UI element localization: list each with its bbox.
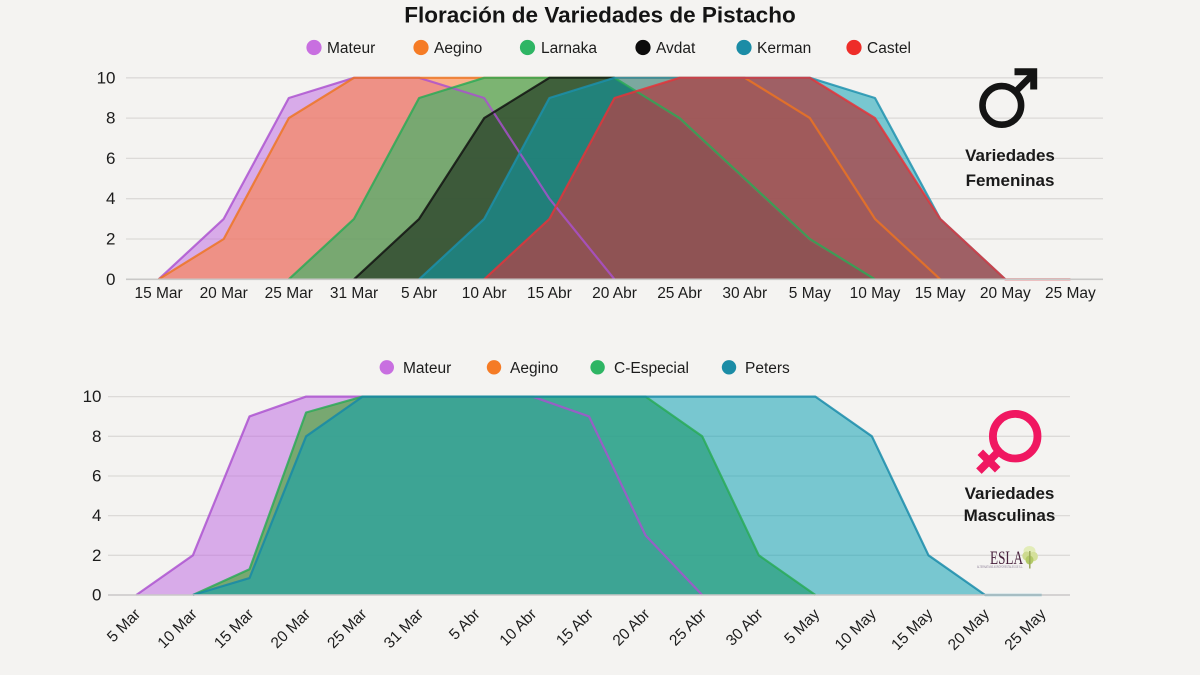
svg-text:0: 0 (92, 586, 101, 605)
svg-text:Masculinas: Masculinas (964, 506, 1056, 525)
svg-text:20 May: 20 May (980, 285, 1031, 302)
svg-text:Aegino: Aegino (434, 40, 482, 57)
svg-text:Mateur: Mateur (403, 360, 451, 377)
svg-text:10: 10 (97, 68, 116, 87)
svg-text:ALTERNATIVAS AGROFORESTALES DE: ALTERNATIVAS AGROFORESTALES DE S.L. (977, 565, 1023, 569)
svg-text:10 May: 10 May (850, 285, 901, 302)
svg-text:25 May: 25 May (1045, 285, 1096, 302)
svg-text:10: 10 (83, 387, 102, 406)
svg-text:6: 6 (92, 467, 101, 486)
svg-text:6: 6 (106, 149, 115, 168)
svg-text:4: 4 (92, 506, 101, 525)
svg-text:Kerman: Kerman (757, 40, 811, 57)
svg-text:Variedades: Variedades (965, 146, 1055, 165)
svg-text:20 Mar: 20 Mar (200, 285, 248, 302)
svg-text:Mateur: Mateur (327, 40, 375, 57)
svg-text:8: 8 (106, 109, 115, 128)
svg-text:Castel: Castel (867, 40, 911, 57)
svg-text:Floración de Variedades de Pis: Floración de Variedades de Pistacho (404, 3, 795, 28)
svg-text:Variedades: Variedades (965, 484, 1055, 503)
svg-text:15 Abr: 15 Abr (527, 285, 572, 302)
svg-text:0: 0 (106, 270, 115, 289)
svg-text:5 Abr: 5 Abr (401, 285, 437, 302)
svg-text:5 May: 5 May (789, 285, 831, 302)
svg-text:20 Abr: 20 Abr (592, 285, 637, 302)
svg-text:Larnaka: Larnaka (541, 40, 597, 57)
svg-text:Aegino: Aegino (510, 360, 558, 377)
svg-text:25 Abr: 25 Abr (657, 285, 702, 302)
svg-text:2: 2 (106, 230, 115, 249)
svg-text:30 Abr: 30 Abr (722, 285, 767, 302)
svg-text:4: 4 (106, 189, 115, 208)
svg-text:15 May: 15 May (915, 285, 966, 302)
svg-text:8: 8 (92, 427, 101, 446)
svg-text:ESLA: ESLA (990, 549, 1023, 569)
svg-text:Avdat: Avdat (656, 40, 696, 57)
svg-text:2: 2 (92, 546, 101, 565)
svg-text:31 Mar: 31 Mar (330, 285, 378, 302)
svg-text:C-Especial: C-Especial (614, 360, 689, 377)
svg-text:25 Mar: 25 Mar (265, 285, 313, 302)
svg-text:15 Mar: 15 Mar (134, 285, 182, 302)
svg-text:10 Abr: 10 Abr (462, 285, 507, 302)
svg-text:Femeninas: Femeninas (966, 171, 1055, 190)
svg-text:Peters: Peters (745, 360, 790, 377)
